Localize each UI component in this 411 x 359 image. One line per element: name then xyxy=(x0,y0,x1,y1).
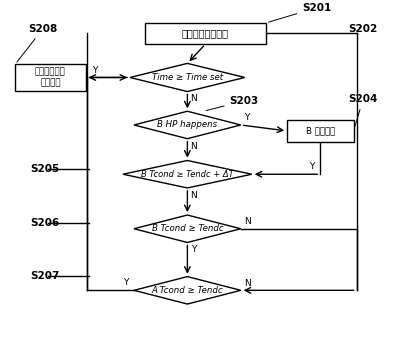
Polygon shape xyxy=(134,276,241,304)
Text: Y: Y xyxy=(309,162,314,171)
Text: 两台压机都在除霜: 两台压机都在除霜 xyxy=(182,28,229,38)
Text: B Tcond ≥ Tendc: B Tcond ≥ Tendc xyxy=(152,224,223,233)
Text: N: N xyxy=(191,141,197,150)
Polygon shape xyxy=(134,215,241,242)
FancyBboxPatch shape xyxy=(145,23,266,44)
Text: B Tcond ≥ Tendc + ΔT: B Tcond ≥ Tendc + ΔT xyxy=(141,170,234,179)
Text: Y: Y xyxy=(122,278,128,287)
Text: S205: S205 xyxy=(30,164,60,174)
Text: B 系统停机: B 系统停机 xyxy=(306,126,335,135)
Text: N: N xyxy=(191,94,197,103)
Text: S204: S204 xyxy=(349,94,378,128)
Text: S203: S203 xyxy=(206,96,259,111)
Text: Y: Y xyxy=(92,66,97,75)
FancyBboxPatch shape xyxy=(15,64,85,91)
Text: S207: S207 xyxy=(30,271,60,281)
Text: Time ≥ Time set: Time ≥ Time set xyxy=(152,73,223,82)
Text: Y: Y xyxy=(191,245,196,254)
Polygon shape xyxy=(130,64,245,92)
Polygon shape xyxy=(134,111,241,139)
Text: S208: S208 xyxy=(17,24,58,62)
Text: N: N xyxy=(191,191,197,200)
Text: S206: S206 xyxy=(30,219,60,228)
Text: 两台压机同时
进入除霜: 两台压机同时 进入除霜 xyxy=(35,68,66,87)
Text: Y: Y xyxy=(244,113,249,122)
Text: S202: S202 xyxy=(349,24,378,34)
Text: B HP happens: B HP happens xyxy=(157,121,217,130)
Polygon shape xyxy=(123,160,252,188)
Text: N: N xyxy=(244,279,251,288)
FancyBboxPatch shape xyxy=(287,120,353,141)
Text: S201: S201 xyxy=(268,3,331,22)
Text: N: N xyxy=(244,217,251,226)
Text: A Tcond ≥ Tendc: A Tcond ≥ Tendc xyxy=(152,286,223,295)
